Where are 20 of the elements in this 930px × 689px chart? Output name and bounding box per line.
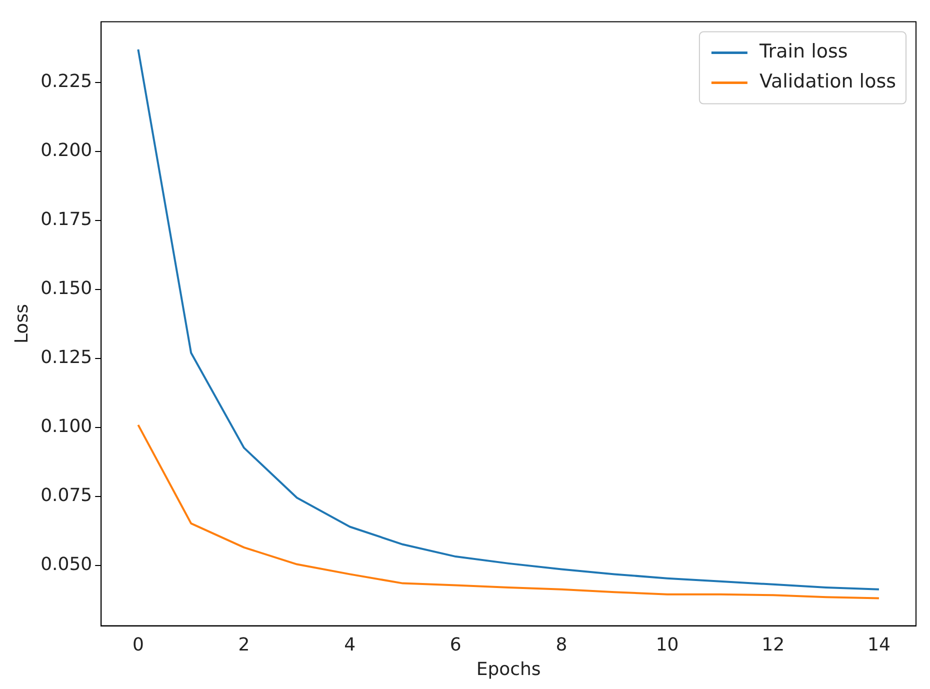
y-tick-label: 0.175 xyxy=(40,209,92,230)
x-tick-label: 6 xyxy=(450,634,462,656)
y-tick-label: 0.050 xyxy=(40,554,92,576)
y-tick-label: 0.200 xyxy=(40,140,92,162)
x-axis-title: Epochs xyxy=(476,658,541,680)
x-tick-label: 14 xyxy=(868,634,890,656)
y-tick-label: 0.125 xyxy=(40,347,92,368)
y-tick-label: 0.225 xyxy=(40,71,92,92)
y-tick-label: 0.150 xyxy=(40,278,92,300)
y-tick-label: 0.100 xyxy=(40,416,92,438)
y-axis-title: Loss xyxy=(11,304,32,344)
x-tick-label: 10 xyxy=(656,634,679,656)
x-tick-label: 0 xyxy=(132,634,144,656)
legend-label: Validation loss xyxy=(759,70,896,93)
x-tick-label: 8 xyxy=(556,634,568,656)
x-tick-label: 2 xyxy=(238,634,250,656)
legend-label: Train loss xyxy=(758,40,848,63)
y-tick-label: 0.075 xyxy=(40,485,92,506)
x-tick-label: 12 xyxy=(762,634,785,656)
x-tick-label: 4 xyxy=(344,634,356,656)
